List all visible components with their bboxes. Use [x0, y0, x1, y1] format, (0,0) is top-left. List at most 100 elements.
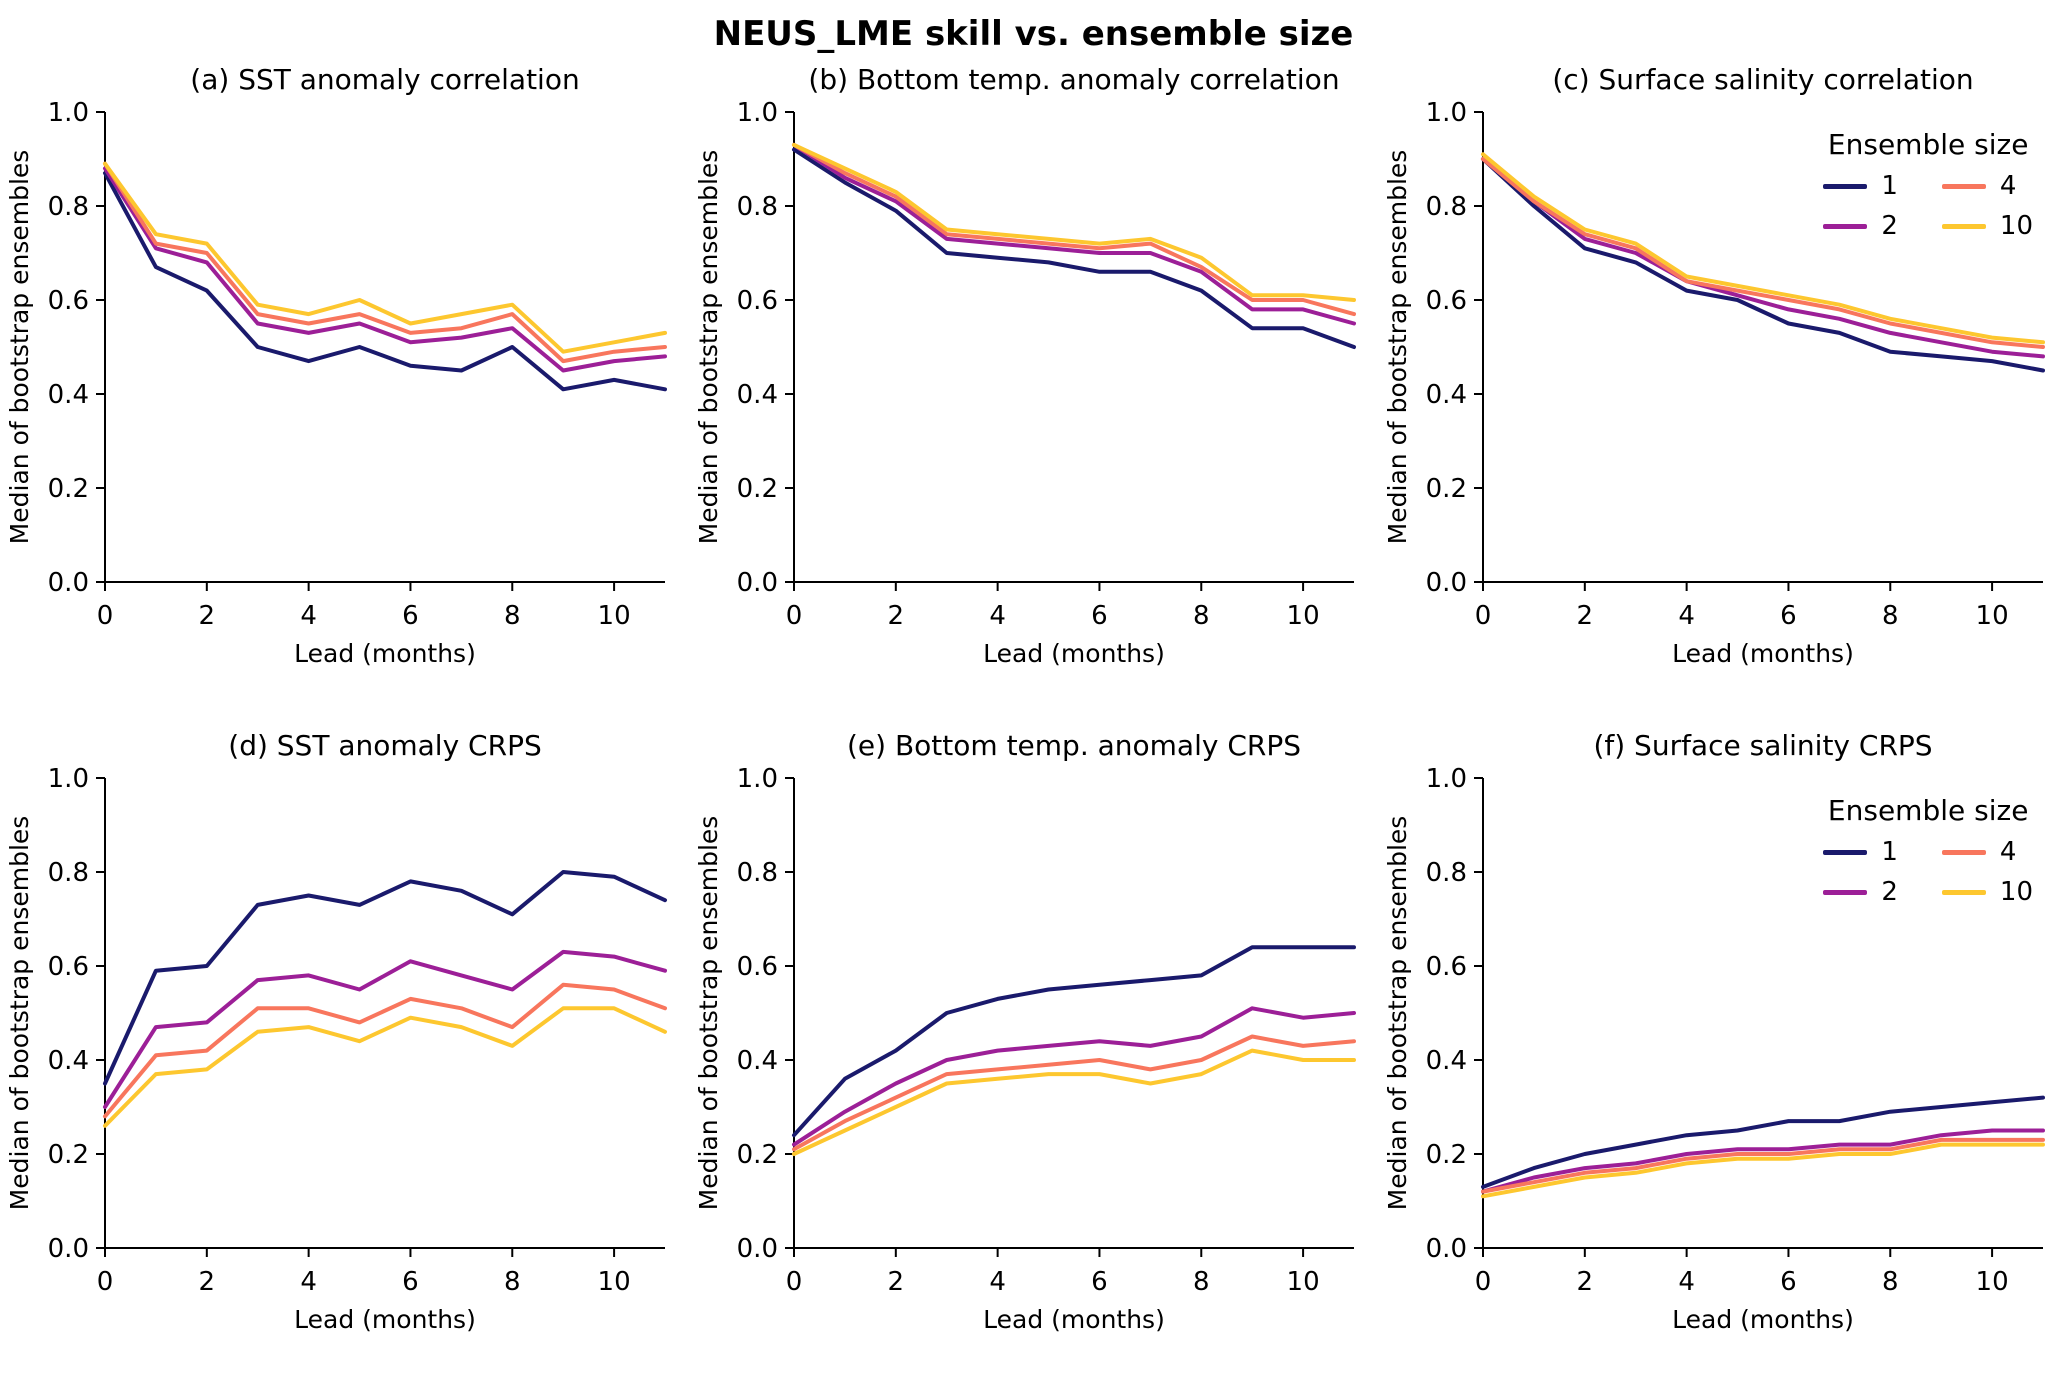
x-tick-label: 2	[199, 1267, 216, 1297]
x-tick-label: 4	[989, 601, 1006, 631]
y-tick-label: 0.6	[737, 952, 778, 982]
legend-line-swatch-4	[1941, 849, 1986, 855]
x-tick-label: 10	[1976, 1267, 2009, 1297]
y-tick-label: 0.2	[737, 1140, 778, 1170]
panel-f: (f) Surface salinity CRPS 0.0 0.2 0.4 0.6 0.…	[1378, 724, 2067, 1368]
series-line-4	[103, 161, 667, 364]
x-tick-label: 4	[300, 601, 317, 631]
legend-entry-label-10: 10	[1999, 211, 2033, 241]
x-axis-label: Lead (months)	[983, 1305, 1165, 1334]
x-tick-label: 6	[402, 1267, 419, 1297]
series-line-10	[792, 142, 1356, 302]
x-tick-label: 6	[1780, 1267, 1797, 1297]
panel-title-d: (d) SST anomaly CRPS	[228, 729, 542, 762]
y-tick-label: 0.4	[737, 380, 778, 410]
legend-entry-4: 4	[1941, 837, 2033, 867]
legend-entry-2: 2	[1823, 211, 1898, 241]
plot-area-e: 0.0 0.2 0.4 0.6 0.8 1.0 0 2 4 6 8 10 Lead (months) Me…	[694, 764, 1356, 1334]
plot-area-c: 0.0 0.2 0.4 0.6 0.8 1.0 0 2 4 6 8 10 Lead (months) Me…	[1383, 98, 2045, 668]
x-tick-label: 8	[1882, 1267, 1899, 1297]
x-tick-label: 8	[1193, 601, 1210, 631]
panel-title-b: (b) Bottom temp. anomaly correlation	[808, 63, 1340, 96]
plot-wrap-d: 0.0 0.2 0.4 0.6 0.8 1.0 0 2 4 6 8 10 Lead (months) Me…	[0, 764, 689, 1368]
y-tick-label: 0.0	[737, 568, 778, 598]
y-tick-label: 1.0	[737, 98, 778, 128]
x-tick-label: 8	[504, 1267, 521, 1297]
series-line-2	[103, 166, 667, 373]
x-tick-label: 0	[1475, 601, 1492, 631]
plot-area-d: 0.0 0.2 0.4 0.6 0.8 1.0 0 2 4 6 8 10 Lead (months) Me…	[5, 764, 667, 1334]
y-tick-label: 0.2	[48, 1140, 89, 1170]
panel-a: (a) SST anomaly correlation 0.0 0.2 0.4 0.6…	[0, 58, 689, 702]
figure-title: NEUS_LME skill vs. ensemble size	[713, 14, 1354, 54]
y-tick-label: 0.0	[48, 1234, 89, 1264]
x-tick-label: 8	[1882, 601, 1899, 631]
x-tick-label: 4	[300, 1267, 317, 1297]
series-line-2	[1481, 157, 2045, 359]
y-tick-label: 0.0	[737, 1234, 778, 1264]
y-tick-label: 0.4	[48, 380, 89, 410]
x-axis-label: Lead (months)	[294, 639, 476, 668]
panel-title-c: (c) Surface salinity correlation	[1552, 63, 1974, 96]
y-tick-label: 0.4	[1426, 1046, 1467, 1076]
y-tick-label: 0.2	[48, 474, 89, 504]
panel-title-a: (a) SST anomaly correlation	[190, 63, 580, 96]
x-tick-label: 10	[1287, 1267, 1320, 1297]
x-tick-label: 6	[1091, 1267, 1108, 1297]
y-tick-label: 0.2	[737, 474, 778, 504]
x-tick-label: 2	[888, 601, 905, 631]
y-axis-label: Median of bootstrap ensembles	[1383, 150, 1412, 545]
x-tick-label: 0	[786, 601, 803, 631]
x-axis-label: Lead (months)	[1672, 1305, 1854, 1334]
x-axis-label: Lead (months)	[1672, 639, 1854, 668]
legend-entry-label-4: 4	[1999, 171, 2017, 201]
x-tick-label: 0	[1475, 1267, 1492, 1297]
legend-entry-10: 10	[1941, 877, 2033, 907]
plot-wrap-e: 0.0 0.2 0.4 0.6 0.8 1.0 0 2 4 6 8 10 Lead (months) Me…	[689, 764, 1378, 1368]
plot-wrap-f: 0.0 0.2 0.4 0.6 0.8 1.0 0 2 4 6 8 10 Lead (months) Me…	[1378, 764, 2067, 1368]
series-line-2	[792, 1006, 1356, 1147]
legend-entry-label-1: 1	[1881, 171, 1898, 201]
y-tick-label: 0.4	[737, 1046, 778, 1076]
series-line-4	[103, 982, 667, 1119]
y-tick-label: 0.6	[1426, 952, 1467, 982]
y-tick-label: 1.0	[48, 98, 89, 128]
plot-wrap-c: 0.0 0.2 0.4 0.6 0.8 1.0 0 2 4 6 8 10 Lead (months) Me…	[1378, 98, 2067, 702]
legend-entry-1: 1	[1823, 171, 1898, 201]
y-tick-label: 0.6	[48, 952, 89, 982]
x-tick-label: 0	[786, 1267, 803, 1297]
y-axis-label: Median of bootstrap ensembles	[5, 150, 34, 545]
panel-d: (d) SST anomaly CRPS 0.0 0.2 0.4 0.6 0.8 1.0 0…	[0, 724, 689, 1368]
legend-line-swatch-10	[1941, 889, 1986, 895]
y-tick-label: 0.6	[1426, 286, 1467, 316]
series-line-10	[792, 1048, 1356, 1156]
series-line-10	[1481, 1142, 2045, 1199]
x-tick-label: 10	[1976, 601, 2009, 631]
y-tick-label: 0.0	[1426, 1234, 1467, 1264]
legend-title: Ensemble size	[1827, 794, 2029, 827]
plot-area-a: 0.0 0.2 0.4 0.6 0.8 1.0 0 2 4 6 8 10 Lead (months) Me…	[5, 98, 667, 668]
legend-grid: 1 2 4 10	[1823, 837, 2033, 907]
y-tick-label: 1.0	[1426, 98, 1467, 128]
x-tick-label: 4	[989, 1267, 1006, 1297]
x-tick-label: 10	[1287, 601, 1320, 631]
x-axis-label: Lead (months)	[294, 1305, 476, 1334]
panel-c: (c) Surface salinity correlation 0.0 0.2 0…	[1378, 58, 2067, 702]
y-tick-label: 0.6	[737, 286, 778, 316]
series-line-10	[103, 161, 667, 354]
plot-area-b: 0.0 0.2 0.4 0.6 0.8 1.0 0 2 4 6 8 10 Lead (months) Me…	[694, 98, 1356, 668]
x-tick-label: 0	[97, 601, 114, 631]
plot-wrap-a: 0.0 0.2 0.4 0.6 0.8 1.0 0 2 4 6 8 10 Lead (months) Me…	[0, 98, 689, 702]
x-tick-label: 2	[1577, 601, 1594, 631]
series-line-4	[1481, 1137, 2045, 1194]
y-axis-label: Median of bootstrap ensembles	[694, 150, 723, 545]
x-tick-label: 2	[1577, 1267, 1594, 1297]
legend-title: Ensemble size	[1827, 128, 2029, 161]
series-line-2	[103, 949, 667, 1109]
legend-entry-label-2: 2	[1881, 211, 1898, 241]
y-axis-label: Median of bootstrap ensembles	[1383, 816, 1412, 1211]
series-line-1	[792, 945, 1356, 1138]
legend-entry-4: 4	[1941, 171, 2033, 201]
series-line-1	[1481, 1095, 2045, 1189]
x-tick-label: 4	[1678, 1267, 1695, 1297]
